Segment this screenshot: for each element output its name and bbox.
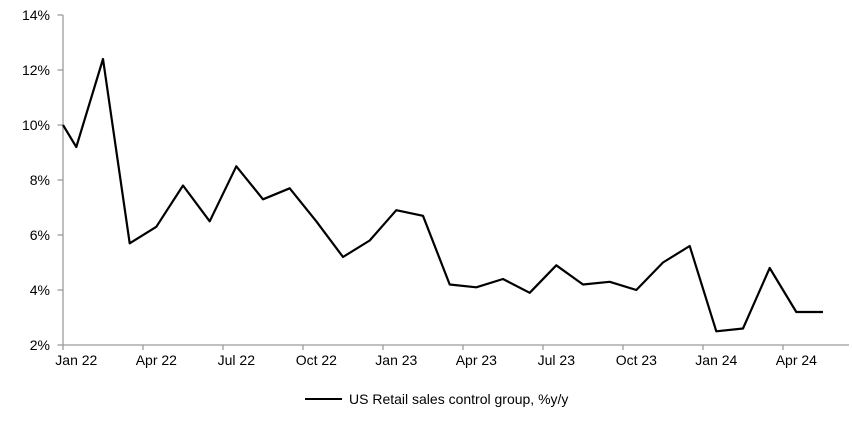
y-axis-tick-label: 2% (30, 337, 50, 353)
x-axis-tick-label: Jan 24 (695, 352, 737, 368)
y-axis-tick-label: 12% (22, 62, 50, 78)
x-axis-tick-label: Oct 22 (296, 352, 337, 368)
y-axis-tick-label: 10% (22, 117, 50, 133)
x-axis-tick-label: Jan 22 (55, 352, 97, 368)
x-axis-tick-label: Jul 22 (218, 352, 256, 368)
x-axis-tick-label: Oct 23 (616, 352, 657, 368)
x-axis-tick-label: Apr 23 (456, 352, 497, 368)
legend-line-sample (305, 398, 342, 400)
y-axis-tick-label: 6% (30, 227, 50, 243)
y-axis-tick-label: 8% (30, 172, 50, 188)
y-axis-tick-label: 4% (30, 282, 50, 298)
legend: US Retail sales control group, %y/y (305, 391, 568, 407)
retail-sales-data-line (62, 57, 823, 333)
y-axis-tick-label: 14% (22, 7, 50, 23)
x-axis-tick-label: Apr 24 (776, 352, 817, 368)
x-axis-tick-label: Apr 22 (136, 352, 177, 368)
legend-label: US Retail sales control group, %y/y (349, 391, 569, 407)
x-axis-tick-label: Jan 23 (375, 352, 417, 368)
x-axis-tick-label: Jul 23 (538, 352, 576, 368)
